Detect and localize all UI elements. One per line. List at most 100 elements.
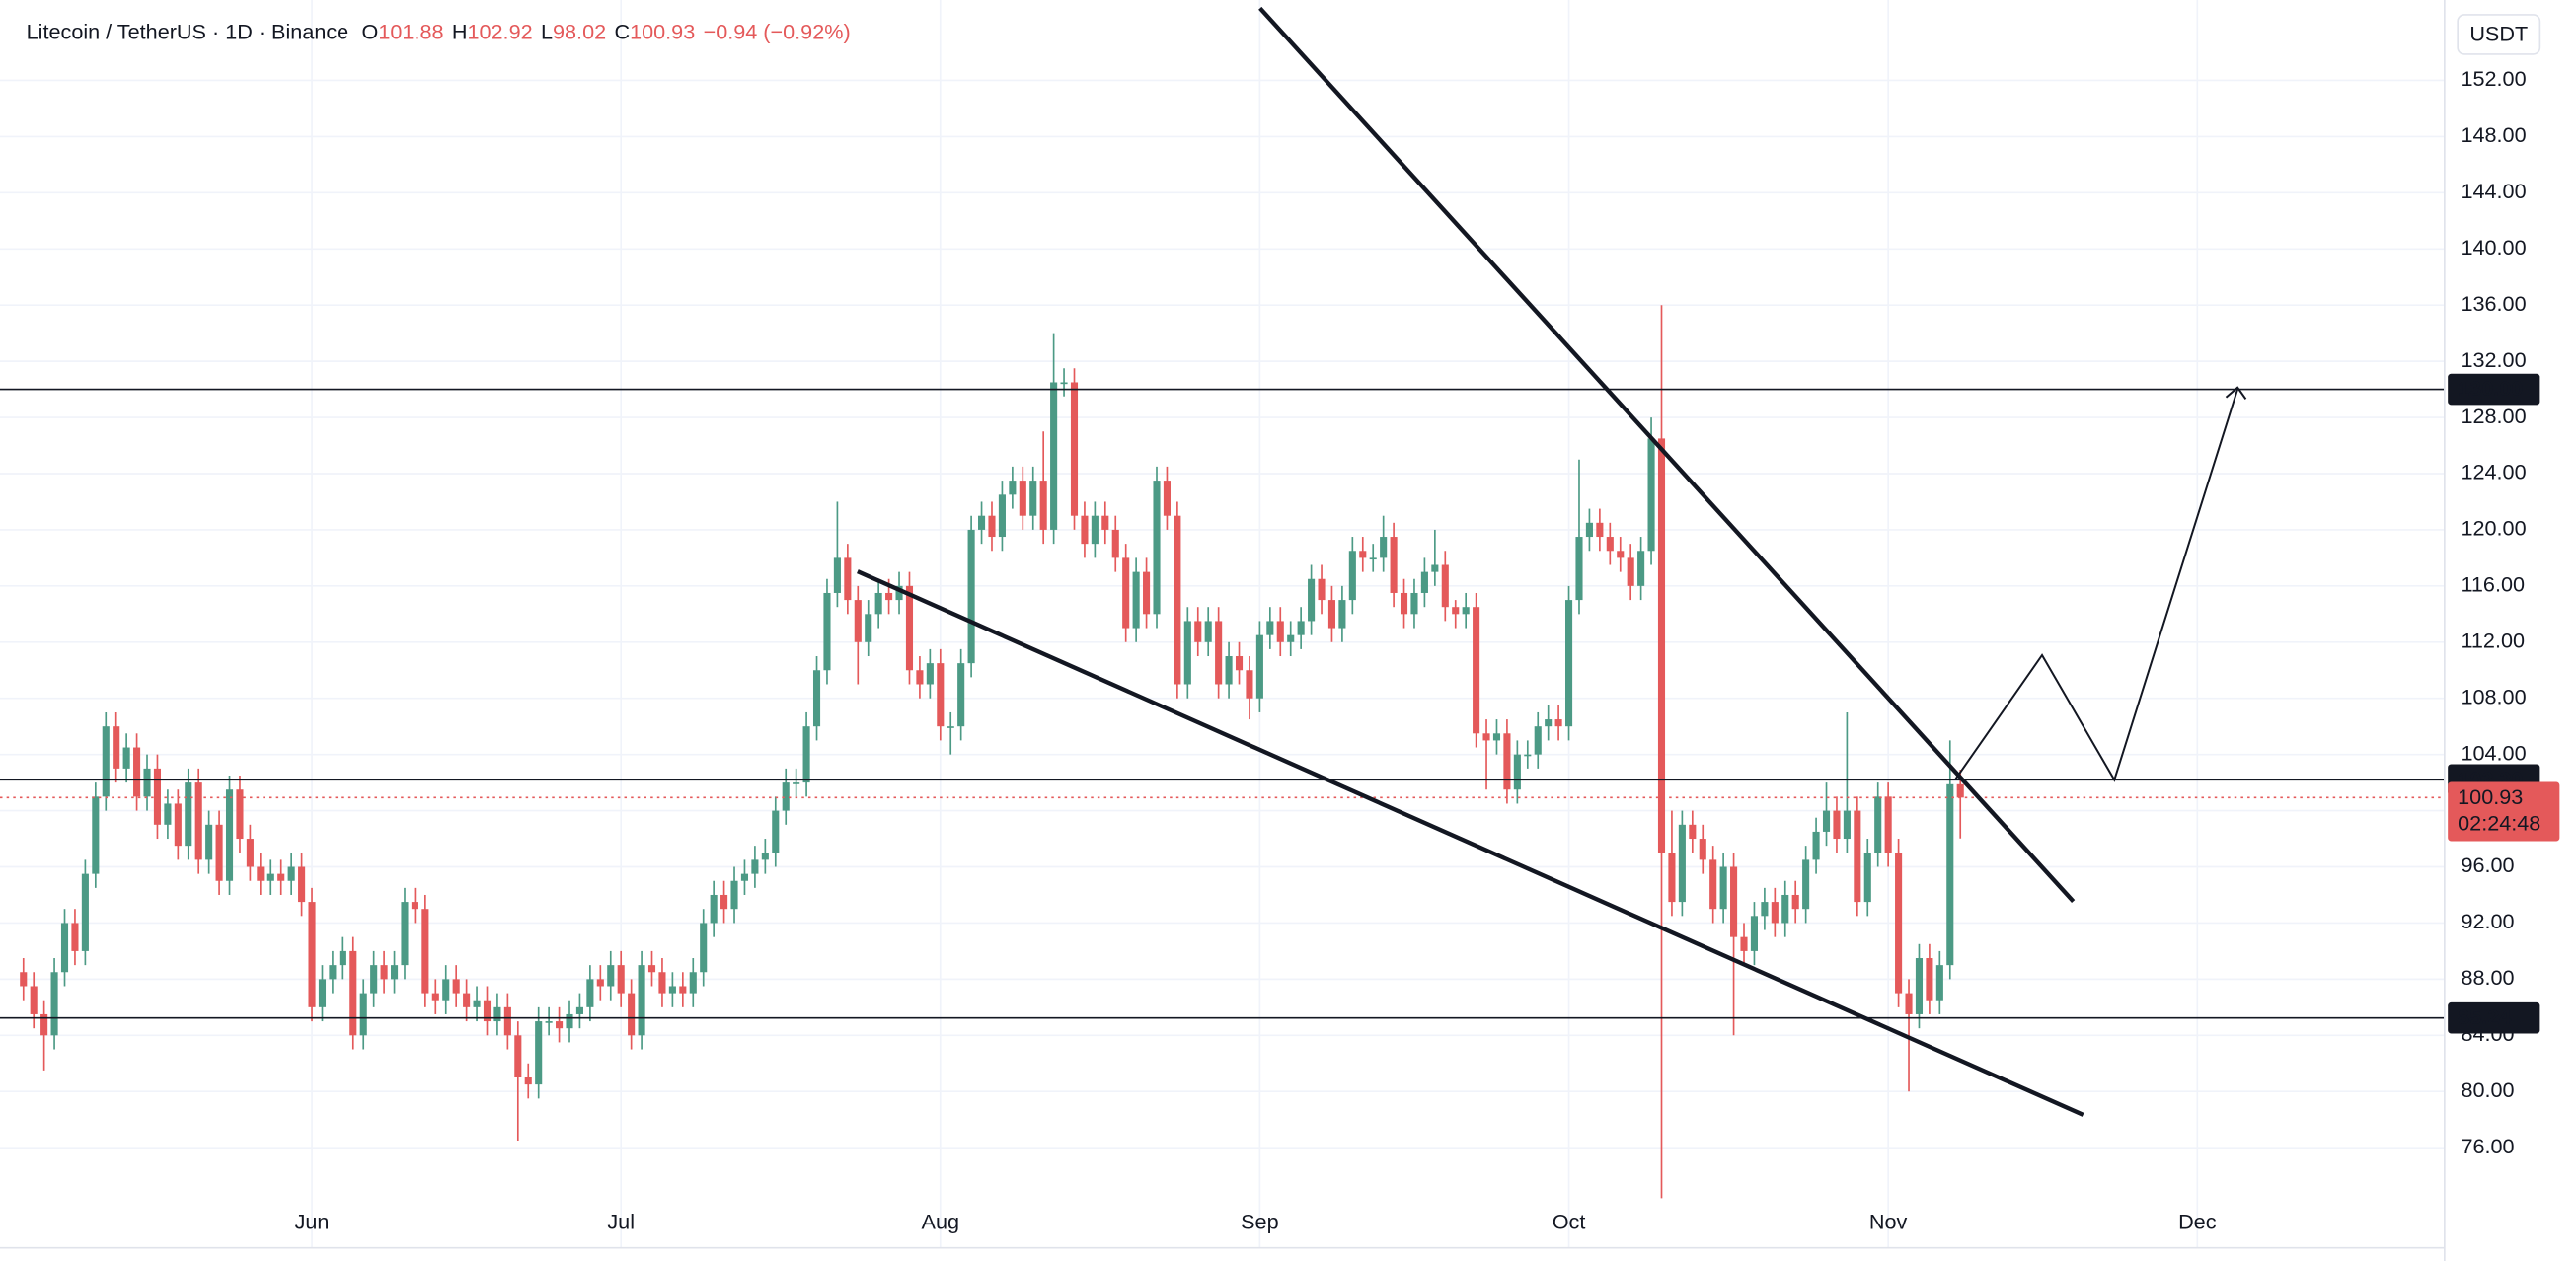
y-tick-label: 132.00 — [2461, 347, 2526, 372]
candle-body — [71, 923, 79, 951]
candle-body — [1854, 810, 1861, 903]
projection-arrowhead — [2225, 386, 2247, 400]
level-label-box — [2448, 1001, 2540, 1034]
candle-body — [1287, 634, 1295, 642]
candle-body — [957, 663, 965, 727]
candle-body — [1719, 866, 1727, 910]
candle-body — [1019, 481, 1026, 516]
candle-body — [1473, 607, 1480, 734]
candle-body — [308, 902, 316, 1007]
countdown-label: 02:24:48 — [2458, 811, 2540, 836]
candle-body — [668, 986, 676, 994]
candle-body — [1946, 783, 1954, 966]
legend-label: O — [362, 19, 379, 43]
candle-body — [1843, 810, 1851, 840]
candle-body — [1678, 824, 1686, 903]
candle-body — [185, 782, 192, 847]
candle-body — [225, 789, 234, 881]
candle-body — [1327, 600, 1336, 629]
candle-body — [60, 923, 69, 973]
candle-body — [854, 600, 862, 642]
candle-body — [1452, 607, 1460, 615]
candle-body — [689, 972, 697, 994]
candle-body — [1730, 866, 1738, 937]
candle-body — [1060, 382, 1068, 385]
candle-body — [1122, 557, 1130, 629]
candle-body — [174, 803, 182, 847]
candle-body — [1050, 382, 1058, 530]
candle-body — [1596, 522, 1604, 538]
candle-body — [1884, 796, 1892, 853]
x-tick-label: Jul — [607, 1209, 635, 1233]
candle-body — [92, 796, 100, 874]
candle-body — [1215, 621, 1223, 685]
candle-body — [586, 979, 594, 1007]
legend-value: 98.02 — [553, 19, 606, 43]
candle-body — [1163, 481, 1171, 516]
candle-body — [1420, 571, 1428, 593]
candle-body — [1657, 438, 1666, 853]
y-tick-label: 104.00 — [2461, 740, 2526, 765]
candle-body — [1380, 537, 1388, 558]
candle-body — [50, 972, 58, 1036]
candle-body — [1585, 522, 1593, 538]
candle-body — [1627, 557, 1634, 586]
candle-body — [266, 873, 274, 881]
candle-body — [1668, 853, 1676, 903]
candle-body — [1565, 600, 1573, 727]
candle-body — [329, 965, 337, 980]
candle-body — [1863, 853, 1871, 903]
candle-body — [298, 866, 306, 903]
candle-body — [1318, 578, 1326, 601]
candle-body — [823, 592, 831, 671]
candle-body — [1709, 859, 1717, 910]
candle-body — [865, 614, 872, 642]
candle-body — [164, 803, 172, 825]
candle-body — [1194, 621, 1202, 642]
candle-body — [1369, 557, 1377, 560]
candle-body — [370, 965, 378, 994]
candle-body — [772, 810, 780, 853]
candle-body — [1400, 592, 1408, 615]
candle-body — [545, 1021, 553, 1023]
candle-body — [1956, 783, 1964, 798]
candle-body — [421, 909, 429, 994]
candle-body — [1524, 754, 1532, 757]
candle-body — [1926, 958, 1933, 1001]
y-tick-label: 152.00 — [2461, 66, 2526, 91]
trendline-lower — [857, 569, 2084, 1117]
candle-body — [493, 1006, 501, 1022]
candle-body — [40, 1013, 48, 1036]
price-axis-background — [2444, 0, 2576, 1261]
candle-body — [359, 993, 367, 1036]
candle-body — [153, 768, 162, 825]
candle-body — [30, 986, 38, 1014]
candle-body — [658, 972, 666, 994]
x-tick-label: Aug — [922, 1209, 959, 1233]
candle-body — [812, 670, 821, 727]
candle-body — [751, 859, 759, 874]
y-tick-label: 148.00 — [2461, 122, 2526, 147]
current-price-label: 100.93 — [2458, 784, 2523, 809]
candle-body — [1132, 571, 1140, 629]
trendline-upper — [1258, 6, 2076, 904]
candle-body — [1070, 382, 1079, 516]
candle-body — [1029, 481, 1037, 516]
y-tick-label: 136.00 — [2461, 291, 2526, 316]
currency-box[interactable] — [2457, 14, 2541, 55]
candle-body — [431, 993, 439, 1001]
candle-body — [1410, 592, 1418, 615]
candle-body — [1935, 965, 1943, 1001]
candle-body — [740, 873, 749, 881]
candle-body — [679, 986, 687, 994]
level-label: 85.24 — [2458, 1004, 2511, 1029]
candle-body — [988, 515, 996, 538]
candle-body — [524, 1076, 532, 1085]
legend-label: L — [541, 19, 553, 43]
candle-body — [1554, 719, 1562, 727]
y-tick-label: 128.00 — [2461, 404, 2526, 428]
candle-body — [1255, 634, 1263, 699]
candle-body — [1276, 621, 1284, 642]
